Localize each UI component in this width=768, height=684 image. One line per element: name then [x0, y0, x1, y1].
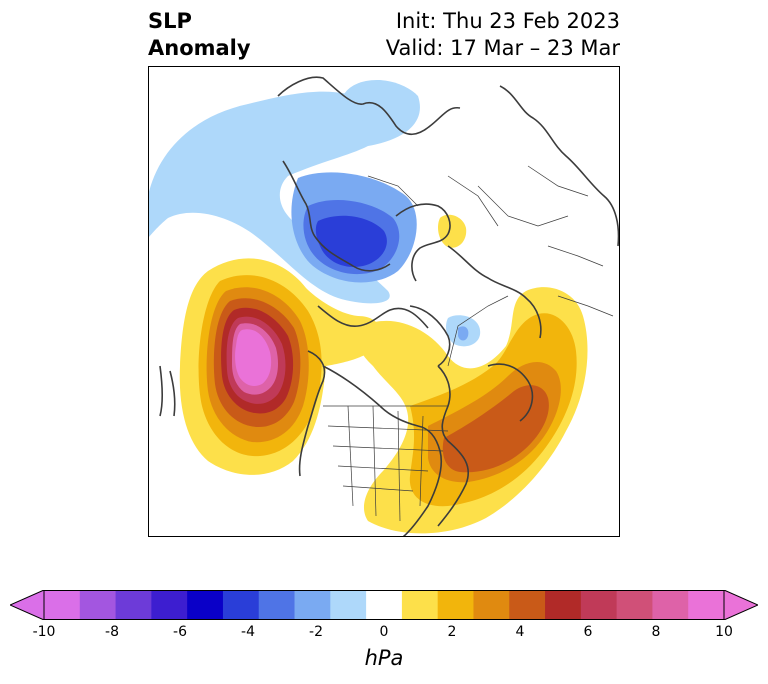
- coastlines: [159, 76, 620, 537]
- colorbar-segment: [44, 590, 81, 620]
- colorbar-segment: [473, 590, 510, 620]
- init-date: Init: Thu 23 Feb 2023: [395, 9, 620, 33]
- colorbar-tick-label: -6: [173, 624, 187, 640]
- political-borders: [323, 165, 614, 522]
- colorbar-tick-label: 8: [651, 624, 661, 640]
- colorbar-segment: [79, 590, 117, 620]
- title-line-1: SLP: [148, 9, 192, 33]
- anomaly-map: [148, 66, 620, 537]
- colorbar-tick-labels: -10 -8 -6 -4 -2 0 2 4 6 8 10: [0, 624, 768, 644]
- colorbar-segment: [580, 590, 618, 620]
- colorbar-tick-label: 10: [715, 624, 733, 640]
- valid-dates: Valid: 17 Mar – 23 Mar: [385, 36, 620, 60]
- anomaly-region-neg-top: [343, 79, 417, 124]
- colorbar-tick-label: 2: [447, 624, 457, 640]
- colorbar-segment: [115, 590, 152, 620]
- anomaly-region-pos-small: [438, 214, 467, 248]
- colorbar-tick-label: -4: [241, 624, 255, 640]
- colorbar-segment: [258, 590, 296, 620]
- colorbar: [10, 590, 758, 620]
- colorbar-tick-label: 4: [515, 624, 525, 640]
- map-title: SLP Anomaly: [148, 8, 251, 62]
- title-line-2: Anomaly: [148, 36, 251, 60]
- colorbar-segment: [545, 590, 582, 620]
- anomaly-region-neg-small2: [458, 326, 469, 341]
- colorbar-segment: [151, 590, 188, 620]
- colorbar-segment: [187, 590, 224, 620]
- anomaly-region-pos12: [442, 385, 549, 473]
- colorbar-segment: [616, 590, 653, 620]
- colorbar-tick-label: -2: [309, 624, 323, 640]
- colorbar-extend-high: [723, 590, 758, 620]
- colorbar-extend-low: [10, 590, 45, 620]
- colorbar-tick-label: -10: [32, 624, 56, 640]
- anomaly-region-neg1: [148, 81, 420, 304]
- colorbar-tick-label: 6: [583, 624, 593, 640]
- colorbar-segment: [222, 590, 260, 620]
- colorbar-segment: [509, 590, 546, 620]
- colorbar-tick-label: 0: [379, 624, 389, 640]
- anomaly-region-pos8: [235, 329, 272, 386]
- colorbar-segment: [437, 590, 474, 620]
- date-info: Init: Thu 23 Feb 2023 Valid: 17 Mar – 23…: [386, 8, 620, 62]
- colorbar-segment: [294, 590, 331, 620]
- map-border: [148, 66, 620, 537]
- colorbar-segment: [330, 590, 367, 620]
- colorbar-unit: hPa: [364, 646, 404, 670]
- colorbar-frame: [43, 590, 725, 620]
- colorbar-segment: [688, 590, 725, 620]
- colorbar-segment: [366, 590, 403, 620]
- colorbar-segment: [652, 590, 689, 620]
- colorbar-tick-label: -8: [105, 624, 119, 640]
- colorbar-segment: [401, 590, 439, 620]
